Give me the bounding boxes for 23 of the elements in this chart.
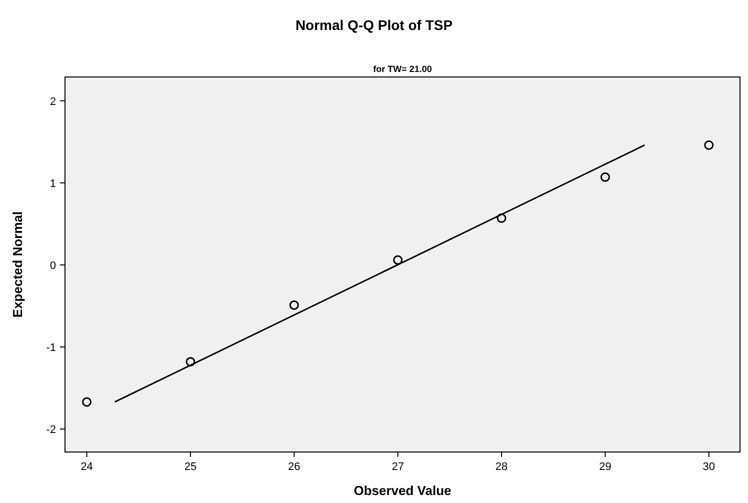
point — [704, 140, 714, 150]
chart-title: Normal Q-Q Plot of TSP — [295, 17, 453, 33]
point — [186, 356, 196, 366]
point — [600, 172, 610, 182]
x-tick-label: 27 — [392, 461, 404, 473]
y-axis-title: Expected Normal — [10, 211, 25, 318]
point — [82, 397, 92, 407]
x-tick-label: 26 — [288, 461, 300, 473]
y-tick-label: 2 — [50, 96, 56, 108]
y-tick-label: -1 — [46, 342, 56, 354]
x-tick-label: 25 — [184, 461, 197, 473]
y-tick-label: 0 — [50, 260, 56, 272]
point — [393, 255, 403, 265]
chart-subtitle: for TW= 21.00 — [373, 64, 432, 74]
point — [496, 213, 506, 223]
x-tick-label: 29 — [599, 461, 612, 473]
y-tick-label: 1 — [50, 178, 56, 190]
x-axis-title: Observed Value — [354, 483, 452, 498]
x-tick-label: 28 — [495, 461, 508, 473]
x-tick-label: 24 — [80, 461, 93, 473]
x-tick-label: 30 — [702, 461, 716, 473]
y-tick-label: -2 — [46, 424, 56, 436]
point — [289, 300, 299, 310]
